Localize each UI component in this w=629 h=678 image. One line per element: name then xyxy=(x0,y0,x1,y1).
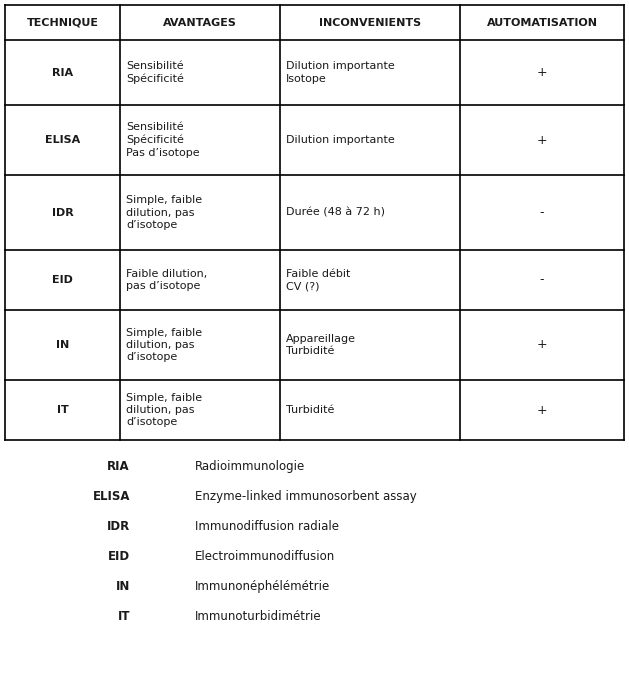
Text: Simple, faible
dilution, pas
d’isotope: Simple, faible dilution, pas d’isotope xyxy=(126,195,202,230)
Text: IDR: IDR xyxy=(52,207,74,218)
Text: Sensibilité
Spécificité: Sensibilité Spécificité xyxy=(126,61,184,84)
Text: IT: IT xyxy=(57,405,69,415)
Text: -: - xyxy=(540,273,544,287)
Text: IN: IN xyxy=(116,580,130,593)
Text: Simple, faible
dilution, pas
d’isotope: Simple, faible dilution, pas d’isotope xyxy=(126,327,202,363)
Text: +: + xyxy=(537,66,547,79)
Text: Immunonéphélémétrie: Immunonéphélémétrie xyxy=(195,580,330,593)
Text: Dilution importante
Isotope: Dilution importante Isotope xyxy=(286,61,395,83)
Text: Faible dilution,
pas d’isotope: Faible dilution, pas d’isotope xyxy=(126,268,207,291)
Text: +: + xyxy=(537,403,547,416)
Text: +: + xyxy=(537,134,547,146)
Text: Turbidité: Turbidité xyxy=(286,405,335,415)
Text: IDR: IDR xyxy=(107,520,130,533)
Text: TECHNIQUE: TECHNIQUE xyxy=(26,18,99,28)
Text: Electroimmunodiffusion: Electroimmunodiffusion xyxy=(195,550,335,563)
Text: Immunoturbidimétrie: Immunoturbidimétrie xyxy=(195,610,321,623)
Text: Sensibilité
Spécificité
Pas d’isotope: Sensibilité Spécificité Pas d’isotope xyxy=(126,122,199,158)
Text: Faible débit
CV (?): Faible débit CV (?) xyxy=(286,268,350,291)
Text: INCONVENIENTS: INCONVENIENTS xyxy=(319,18,421,28)
Text: RIA: RIA xyxy=(108,460,130,473)
Text: -: - xyxy=(540,206,544,219)
Text: Immunodiffusion radiale: Immunodiffusion radiale xyxy=(195,520,339,533)
Text: Radioimmunologie: Radioimmunologie xyxy=(195,460,305,473)
Text: EID: EID xyxy=(108,550,130,563)
Text: ELISA: ELISA xyxy=(92,490,130,503)
Text: Dilution importante: Dilution importante xyxy=(286,135,395,145)
Text: Appareillage
Turbidité: Appareillage Turbidité xyxy=(286,334,356,356)
Text: IN: IN xyxy=(56,340,69,350)
Text: AVANTAGES: AVANTAGES xyxy=(163,18,237,28)
Text: AUTOMATISATION: AUTOMATISATION xyxy=(486,18,598,28)
Text: Durée (48 à 72 h): Durée (48 à 72 h) xyxy=(286,207,385,218)
Text: IT: IT xyxy=(118,610,130,623)
Text: Enzyme-linked immunosorbent assay: Enzyme-linked immunosorbent assay xyxy=(195,490,417,503)
Text: +: + xyxy=(537,338,547,351)
Text: ELISA: ELISA xyxy=(45,135,80,145)
Text: RIA: RIA xyxy=(52,68,73,77)
Text: EID: EID xyxy=(52,275,73,285)
Text: Simple, faible
dilution, pas
d’isotope: Simple, faible dilution, pas d’isotope xyxy=(126,393,202,427)
